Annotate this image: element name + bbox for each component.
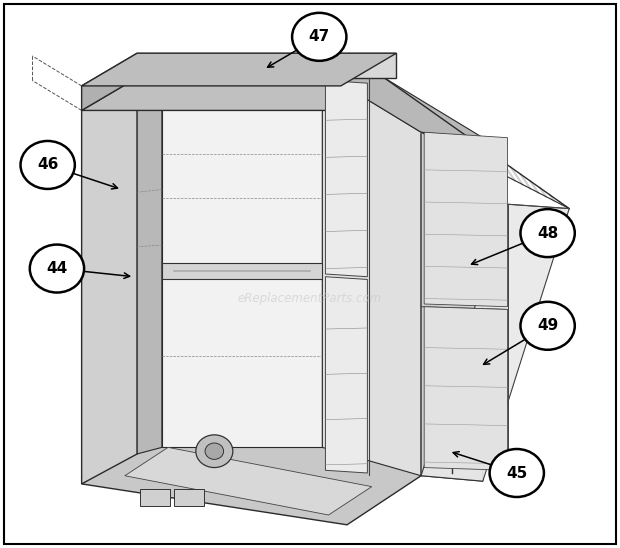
Circle shape (20, 141, 75, 189)
Polygon shape (82, 53, 396, 86)
Text: 47: 47 (309, 30, 330, 44)
Text: 44: 44 (46, 261, 68, 276)
Circle shape (520, 302, 575, 350)
Bar (140, 489, 170, 506)
Circle shape (520, 209, 575, 257)
Circle shape (196, 435, 233, 467)
Text: 48: 48 (537, 226, 558, 241)
Polygon shape (125, 447, 372, 515)
Polygon shape (322, 72, 421, 476)
Circle shape (205, 443, 224, 459)
Circle shape (30, 244, 84, 293)
Polygon shape (162, 72, 322, 447)
Polygon shape (82, 78, 137, 484)
Polygon shape (424, 307, 508, 470)
Polygon shape (421, 132, 483, 481)
Polygon shape (137, 53, 396, 78)
Polygon shape (82, 53, 137, 111)
Polygon shape (82, 402, 471, 525)
Circle shape (292, 13, 347, 61)
Text: 49: 49 (537, 318, 558, 333)
Polygon shape (421, 204, 569, 481)
Polygon shape (424, 132, 508, 307)
Circle shape (490, 449, 544, 497)
Text: eReplacementParts.com: eReplacementParts.com (238, 292, 382, 305)
Bar (174, 489, 204, 506)
Text: 45: 45 (506, 465, 528, 481)
Polygon shape (322, 72, 483, 138)
Polygon shape (326, 81, 368, 277)
Polygon shape (137, 72, 162, 454)
Polygon shape (326, 277, 368, 473)
Polygon shape (162, 263, 322, 279)
Text: 46: 46 (37, 157, 58, 173)
Polygon shape (82, 78, 384, 111)
